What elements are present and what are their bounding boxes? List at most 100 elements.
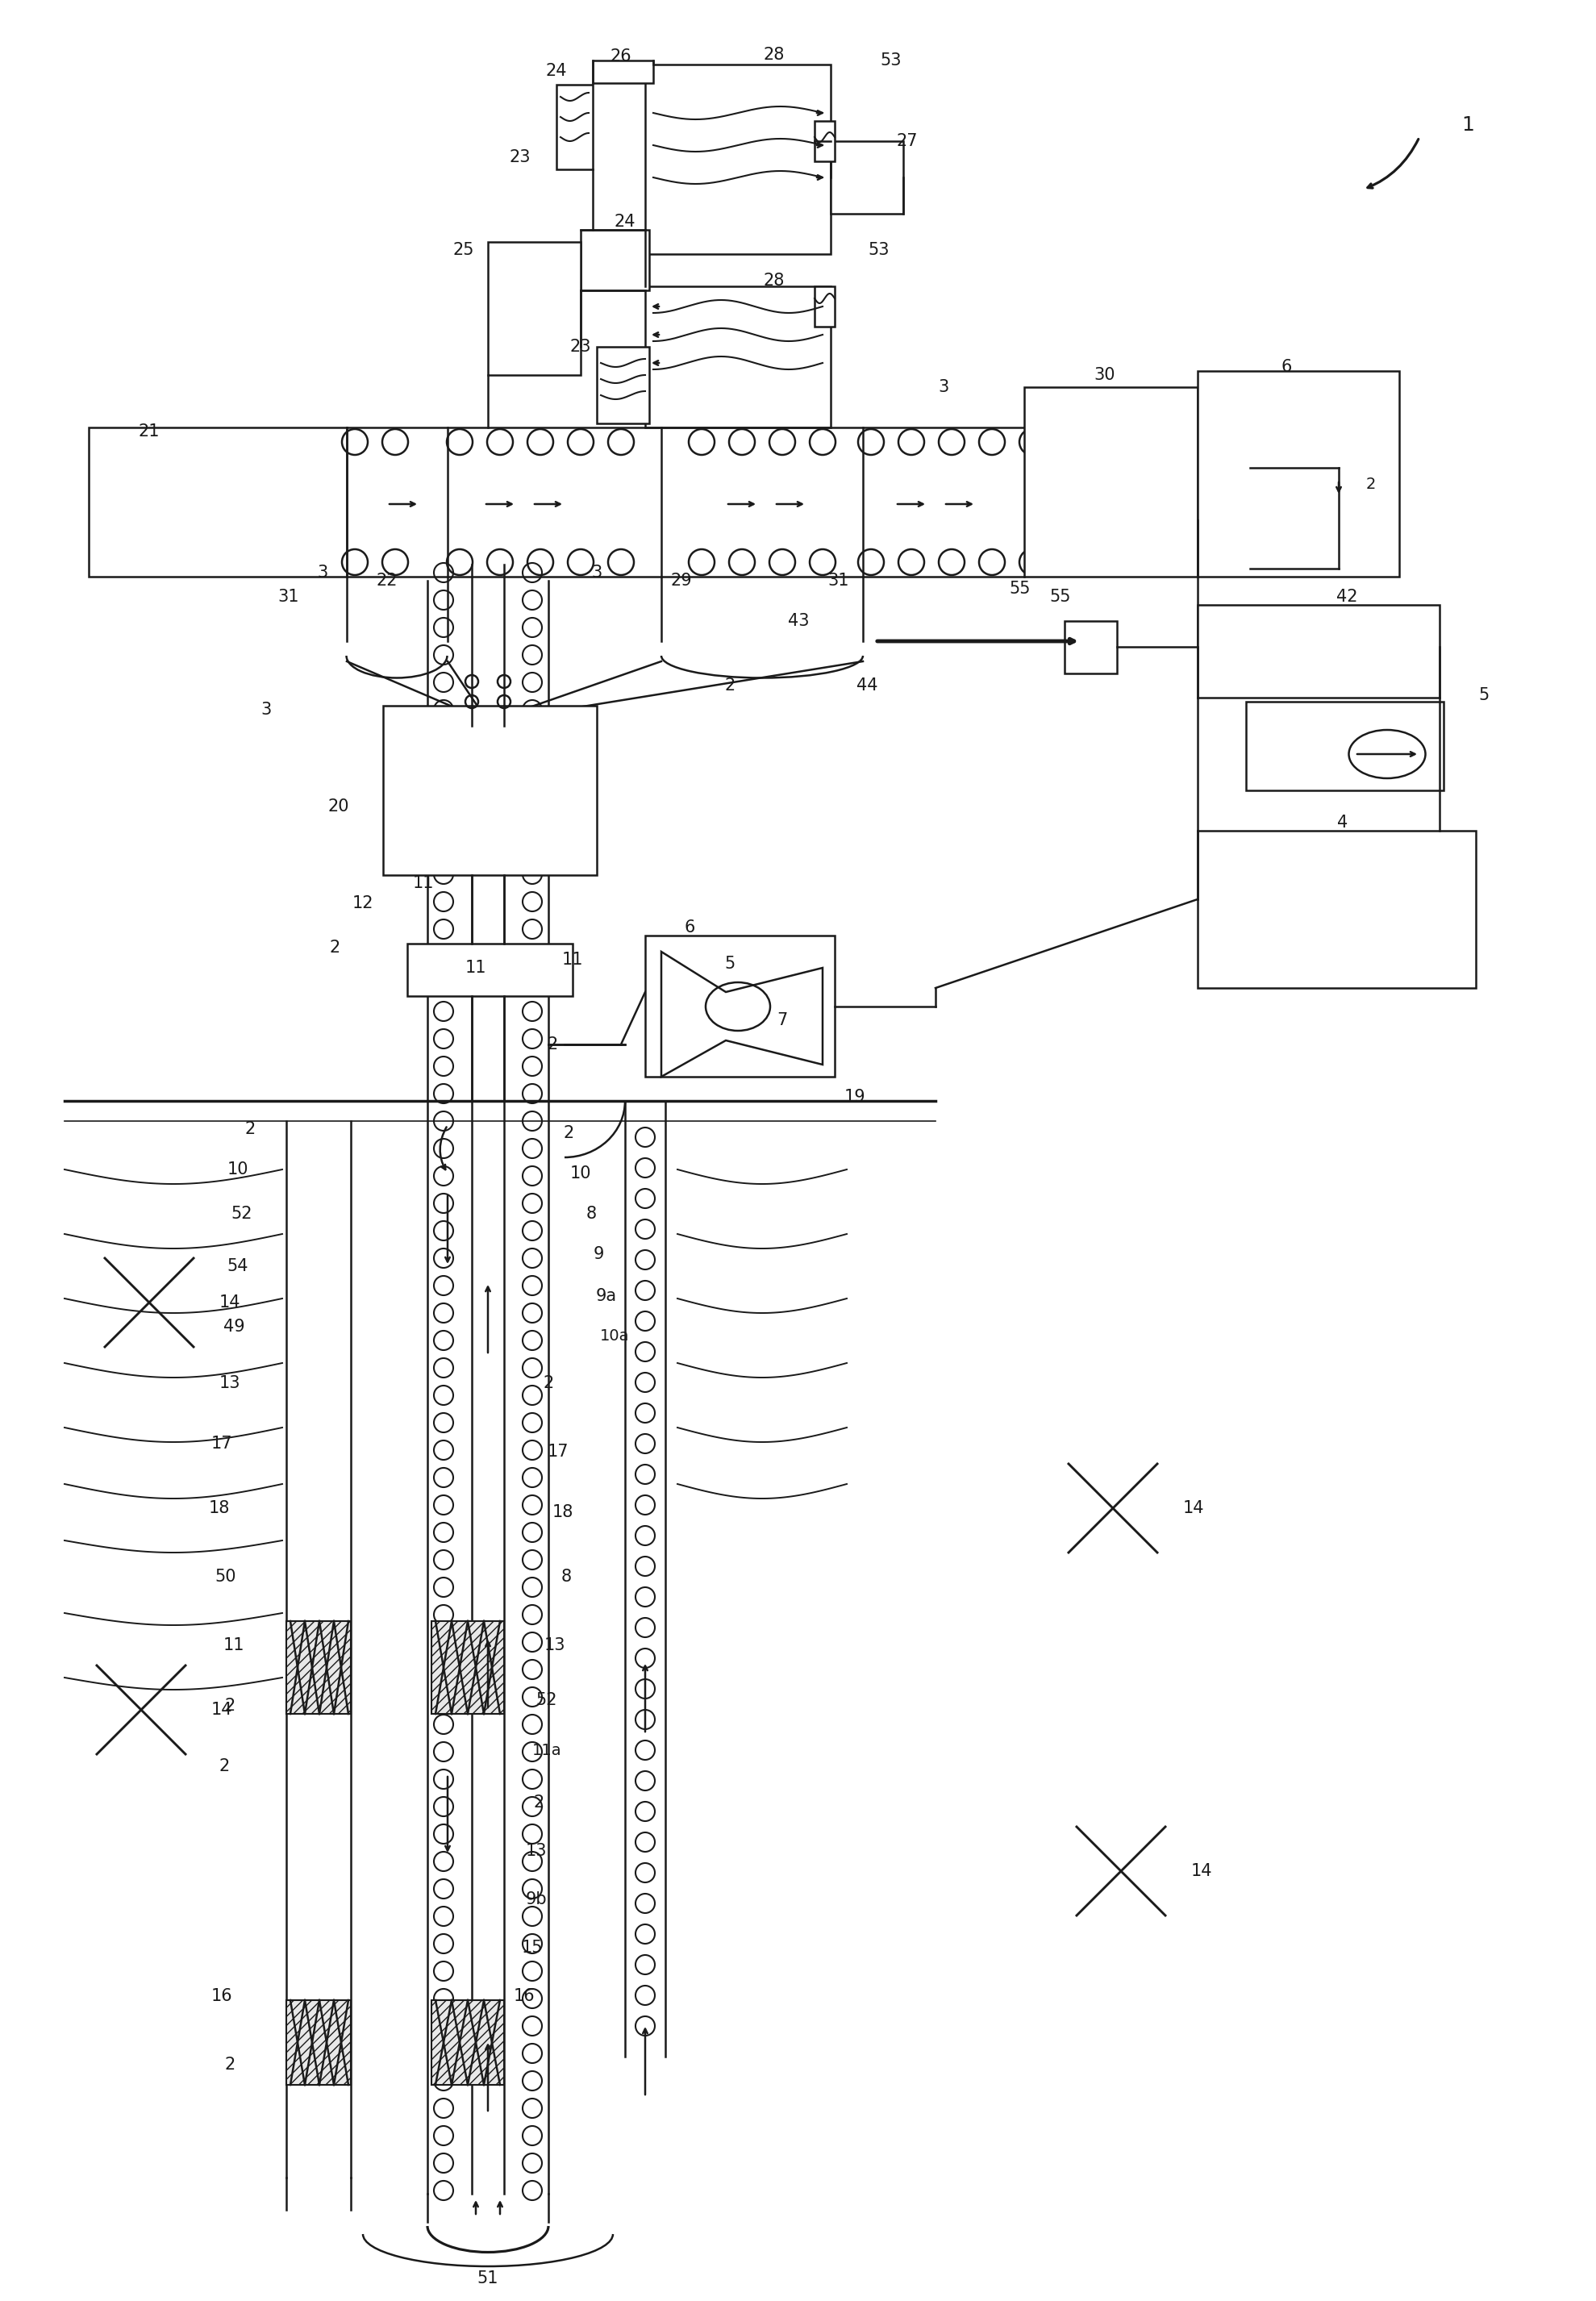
Text: 29: 29 xyxy=(670,573,693,589)
Text: 2: 2 xyxy=(543,1376,554,1392)
Text: 22: 22 xyxy=(377,573,397,589)
Text: 26: 26 xyxy=(610,48,632,64)
Text: 52: 52 xyxy=(536,1691,557,1707)
Bar xyxy=(286,1622,351,1714)
Text: 13: 13 xyxy=(219,1376,241,1392)
Bar xyxy=(597,347,650,423)
Text: 2: 2 xyxy=(329,939,340,955)
Text: 10: 10 xyxy=(570,1164,592,1180)
Text: 3: 3 xyxy=(938,380,950,396)
Text: 6: 6 xyxy=(685,920,694,937)
Bar xyxy=(814,285,835,327)
Text: 51: 51 xyxy=(477,2271,498,2287)
Text: 31: 31 xyxy=(828,573,849,589)
Text: 3: 3 xyxy=(318,564,327,580)
Text: 8: 8 xyxy=(586,1206,597,1222)
Text: 16: 16 xyxy=(514,1988,535,2004)
Text: 14: 14 xyxy=(211,1703,233,1719)
Text: 2: 2 xyxy=(225,1698,235,1714)
Bar xyxy=(1197,605,1440,697)
Text: 14: 14 xyxy=(1183,1500,1205,1516)
Text: 20: 20 xyxy=(329,798,350,815)
Text: 11: 11 xyxy=(464,960,487,976)
Text: 55: 55 xyxy=(1010,580,1031,596)
Text: 13: 13 xyxy=(544,1638,565,1654)
Text: 25: 25 xyxy=(453,242,474,258)
Text: 53: 53 xyxy=(881,53,902,69)
Text: 49: 49 xyxy=(223,1318,244,1335)
Bar xyxy=(1065,621,1117,674)
Bar xyxy=(1246,702,1443,789)
Text: 2: 2 xyxy=(725,676,736,693)
Text: 44: 44 xyxy=(857,676,878,693)
Text: 21: 21 xyxy=(139,423,160,439)
Text: 3: 3 xyxy=(592,564,602,580)
Text: 7: 7 xyxy=(777,1012,787,1029)
Text: 52: 52 xyxy=(231,1206,252,1222)
Text: 13: 13 xyxy=(525,1843,547,1859)
Text: 9: 9 xyxy=(594,1247,603,1263)
Text: 10a: 10a xyxy=(600,1328,629,1344)
Text: 18: 18 xyxy=(552,1505,573,1521)
Text: 2: 2 xyxy=(244,1121,255,1137)
Text: 15: 15 xyxy=(522,1940,543,1956)
Bar xyxy=(830,140,903,214)
Text: 23: 23 xyxy=(509,150,531,166)
Bar xyxy=(431,2000,504,2085)
Text: 28: 28 xyxy=(763,272,785,288)
Bar xyxy=(1025,387,1197,578)
Text: 16: 16 xyxy=(211,1988,233,2004)
Bar xyxy=(592,60,653,83)
Text: 11: 11 xyxy=(223,1638,244,1654)
Bar xyxy=(581,230,650,290)
Text: 2: 2 xyxy=(533,1795,544,1811)
Text: 5: 5 xyxy=(1478,688,1489,704)
Bar xyxy=(1197,370,1400,578)
Text: 10: 10 xyxy=(227,1162,249,1178)
Text: 8: 8 xyxy=(560,1569,571,1585)
Text: 11a: 11a xyxy=(531,1742,562,1758)
Text: 43: 43 xyxy=(788,612,809,628)
Text: 17: 17 xyxy=(547,1443,568,1459)
Text: 30: 30 xyxy=(1095,366,1116,382)
Text: 6: 6 xyxy=(1282,359,1291,375)
Text: 17: 17 xyxy=(211,1436,233,1452)
Bar xyxy=(407,943,573,996)
Text: 2: 2 xyxy=(1366,476,1376,492)
Text: 5: 5 xyxy=(725,955,736,971)
Text: 54: 54 xyxy=(227,1259,249,1275)
Text: 27: 27 xyxy=(897,133,918,150)
Text: 9b: 9b xyxy=(525,1891,547,1908)
Text: 14: 14 xyxy=(219,1295,241,1312)
Bar xyxy=(645,937,835,1077)
Bar xyxy=(383,706,597,874)
Bar xyxy=(431,1622,504,1714)
Text: 4: 4 xyxy=(1337,815,1349,831)
Text: 23: 23 xyxy=(570,338,592,354)
Bar xyxy=(645,285,830,428)
Text: 18: 18 xyxy=(209,1500,230,1516)
Text: 24: 24 xyxy=(614,214,635,230)
Text: 11: 11 xyxy=(562,953,583,969)
Bar xyxy=(1197,831,1476,987)
Text: 9a: 9a xyxy=(595,1289,618,1305)
Bar xyxy=(557,85,592,170)
Text: 42: 42 xyxy=(1336,589,1358,605)
Text: 31: 31 xyxy=(278,589,300,605)
Text: 1: 1 xyxy=(1462,115,1475,136)
Bar xyxy=(814,122,835,161)
Text: 11: 11 xyxy=(413,874,434,890)
Text: 14: 14 xyxy=(1191,1864,1213,1880)
Text: 2: 2 xyxy=(563,1125,575,1141)
Bar xyxy=(89,428,346,578)
Text: 2: 2 xyxy=(219,1758,230,1774)
Text: 53: 53 xyxy=(868,242,889,258)
Bar xyxy=(488,242,581,375)
Text: 55: 55 xyxy=(1050,589,1071,605)
Text: 12: 12 xyxy=(353,895,373,911)
Text: 28: 28 xyxy=(763,46,785,62)
Text: 2: 2 xyxy=(225,2057,235,2073)
Text: 24: 24 xyxy=(546,62,567,78)
Text: 50: 50 xyxy=(215,1569,236,1585)
Text: 19: 19 xyxy=(844,1088,865,1104)
